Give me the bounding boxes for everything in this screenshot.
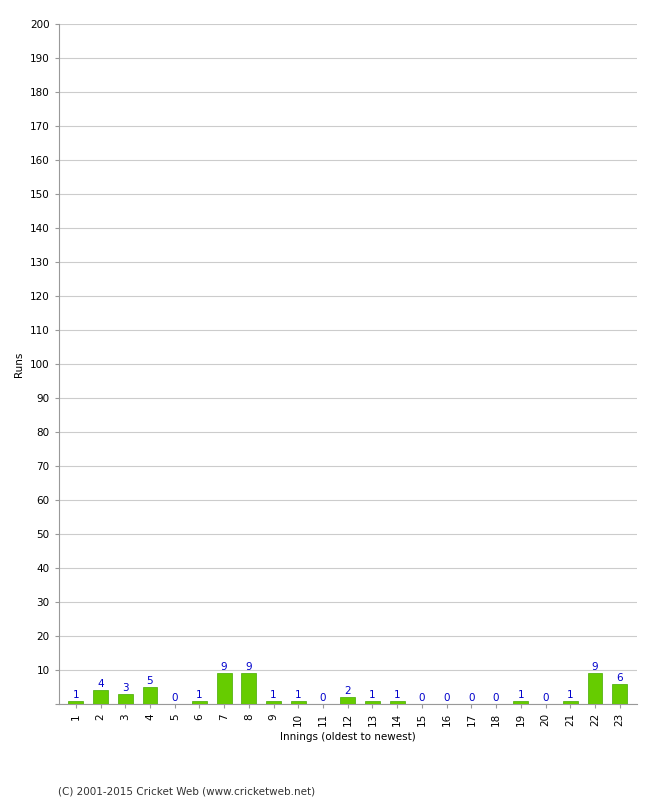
Bar bbox=[142, 687, 157, 704]
Bar bbox=[588, 674, 603, 704]
Text: 0: 0 bbox=[542, 693, 549, 703]
Bar bbox=[93, 690, 108, 704]
Text: 1: 1 bbox=[73, 690, 79, 699]
Bar bbox=[612, 683, 627, 704]
X-axis label: Innings (oldest to newest): Innings (oldest to newest) bbox=[280, 732, 415, 742]
Text: 1: 1 bbox=[517, 690, 524, 699]
Text: 0: 0 bbox=[493, 693, 499, 703]
Text: 1: 1 bbox=[394, 690, 400, 699]
Y-axis label: Runs: Runs bbox=[14, 351, 24, 377]
Bar bbox=[341, 697, 355, 704]
Text: 2: 2 bbox=[344, 686, 351, 696]
Text: 0: 0 bbox=[320, 693, 326, 703]
Text: 9: 9 bbox=[221, 662, 228, 672]
Text: 0: 0 bbox=[443, 693, 450, 703]
Text: 0: 0 bbox=[419, 693, 425, 703]
Text: 1: 1 bbox=[295, 690, 302, 699]
Bar bbox=[291, 701, 305, 704]
Text: 9: 9 bbox=[246, 662, 252, 672]
Bar bbox=[118, 694, 133, 704]
Text: 1: 1 bbox=[270, 690, 277, 699]
Text: 0: 0 bbox=[468, 693, 474, 703]
Text: 9: 9 bbox=[592, 662, 598, 672]
Text: 4: 4 bbox=[98, 679, 104, 690]
Bar bbox=[241, 674, 256, 704]
Bar bbox=[563, 701, 578, 704]
Text: 1: 1 bbox=[196, 690, 203, 699]
Bar bbox=[514, 701, 528, 704]
Bar bbox=[390, 701, 404, 704]
Text: (C) 2001-2015 Cricket Web (www.cricketweb.net): (C) 2001-2015 Cricket Web (www.cricketwe… bbox=[58, 786, 316, 796]
Bar bbox=[192, 701, 207, 704]
Text: 1: 1 bbox=[567, 690, 573, 699]
Bar bbox=[365, 701, 380, 704]
Bar bbox=[68, 701, 83, 704]
Text: 1: 1 bbox=[369, 690, 376, 699]
Text: 6: 6 bbox=[616, 673, 623, 682]
Text: 0: 0 bbox=[172, 693, 178, 703]
Text: 3: 3 bbox=[122, 682, 129, 693]
Text: 5: 5 bbox=[147, 676, 153, 686]
Bar bbox=[266, 701, 281, 704]
Bar bbox=[216, 674, 231, 704]
